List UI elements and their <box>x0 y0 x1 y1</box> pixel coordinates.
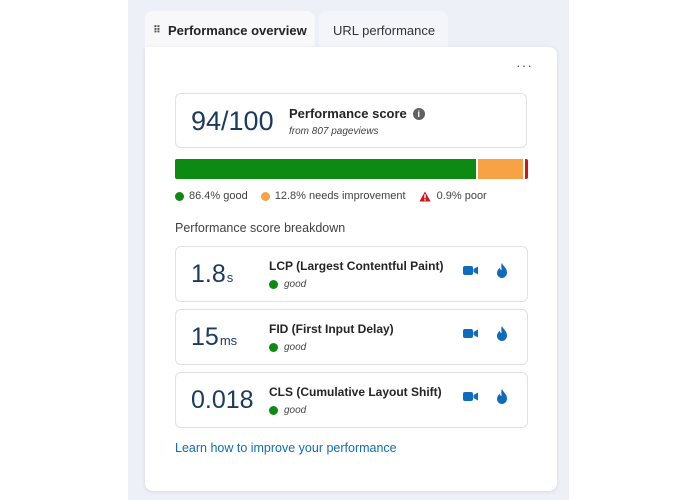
legend-needs-improvement: 12.8% needs improvement <box>260 190 406 202</box>
tab-label: Performance overview <box>168 22 307 38</box>
needs-improvement-dot-icon <box>260 191 270 201</box>
video-camera-icon[interactable] <box>463 391 478 402</box>
metric-number: 1.8 <box>191 260 226 288</box>
good-status-dot-icon <box>269 280 278 289</box>
performance-score-title: Performance score <box>289 106 407 121</box>
performance-score-card: 94/100 Performance score i from 807 page… <box>175 93 527 148</box>
good-dot-icon <box>175 191 184 201</box>
metric-value: 0.018 <box>191 386 255 415</box>
performance-score-value: 94/100 <box>191 106 274 136</box>
performance-score-label: Performance score i <box>289 106 425 121</box>
metric-name: LCP (Largest Contentful Paint) <box>269 259 444 273</box>
warning-triangle-icon <box>418 191 431 201</box>
legend-poor: 0.9% poor <box>418 190 487 202</box>
metric-value: 1.8s <box>191 260 233 289</box>
video-camera-icon[interactable] <box>463 265 478 276</box>
metric-name: FID (First Input Delay) <box>269 322 394 336</box>
metric-unit: s <box>226 270 234 285</box>
metric-card-cls: 0.018 CLS (Cumulative Layout Shift) good <box>175 372 528 428</box>
metric-number: 0.018 <box>191 386 254 414</box>
flame-icon[interactable] <box>496 263 508 278</box>
metric-status-label: good <box>284 279 307 290</box>
metric-unit: ms <box>219 333 238 348</box>
legend-good-label: 86.4% good <box>189 190 248 202</box>
metric-name: CLS (Cumulative Layout Shift) <box>269 385 442 399</box>
metric-status: good <box>269 405 306 416</box>
video-camera-icon[interactable] <box>463 328 478 339</box>
flame-icon[interactable] <box>496 326 508 341</box>
metric-value: 15ms <box>191 323 237 352</box>
metric-card-fid: 15ms FID (First Input Delay) good <box>175 309 528 365</box>
breakdown-title: Performance score breakdown <box>175 221 346 235</box>
more-options-icon[interactable]: ··· <box>516 57 533 73</box>
pageviews-subtext: from 807 pageviews <box>289 126 379 137</box>
metric-status-label: good <box>284 405 307 416</box>
good-segment <box>175 159 477 179</box>
learn-more-link[interactable]: Learn how to improve your performance <box>175 441 397 455</box>
legend-poor-label: 0.9% poor <box>436 190 487 202</box>
info-icon[interactable]: i <box>412 107 425 120</box>
legend-good: 86.4% good <box>175 190 248 202</box>
poor-segment <box>524 159 528 179</box>
needs-improvement-segment <box>478 159 523 179</box>
metric-status: good <box>269 279 306 290</box>
legend-needs-improvement-label: 12.8% needs improvement <box>274 190 406 202</box>
score-distribution-bar <box>175 159 528 179</box>
good-status-dot-icon <box>269 343 278 352</box>
drag-grip-icon[interactable]: ⠿ <box>153 24 161 36</box>
performance-overview-panel: ··· 94/100 Performance score i from 807 … <box>145 47 557 491</box>
flame-icon[interactable] <box>496 389 508 404</box>
good-status-dot-icon <box>269 406 278 415</box>
tab-url-performance[interactable]: URL performance <box>319 11 448 49</box>
metric-number: 15 <box>191 323 219 351</box>
metric-status: good <box>269 342 306 353</box>
tab-label: URL performance <box>333 22 436 38</box>
metric-card-lcp: 1.8s LCP (Largest Contentful Paint) good <box>175 246 528 302</box>
tab-performance-overview[interactable]: ⠿ Performance overview <box>145 11 315 49</box>
distribution-legend: 86.4% good 12.8% needs improvement 0.9% … <box>175 190 500 202</box>
metric-status-label: good <box>284 342 307 353</box>
